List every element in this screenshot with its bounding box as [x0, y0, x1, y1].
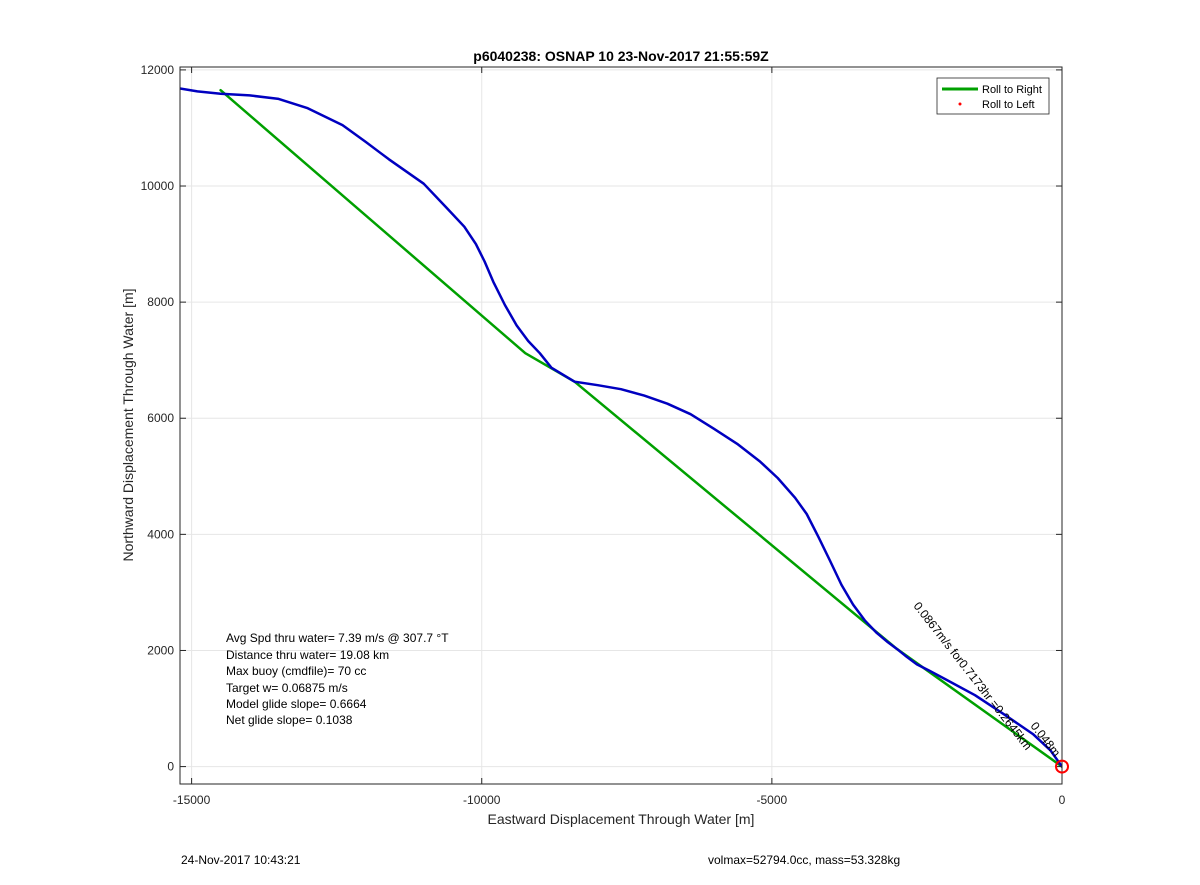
- y-tick-label: 4000: [147, 527, 174, 541]
- endpoint-marker: [1055, 759, 1069, 774]
- x-axis-label: Eastward Displacement Through Water [m]: [488, 811, 755, 827]
- x-tick-label: -5000: [757, 793, 788, 807]
- stat-target-w: Target w= 0.06875 m/s: [226, 681, 348, 695]
- y-tick-label: 2000: [147, 643, 174, 657]
- legend-label-roll-left: Roll to Left: [982, 99, 1035, 111]
- stat-model-glide: Model glide slope= 0.6664: [226, 697, 367, 711]
- series-line-track: [180, 87, 1062, 768]
- footer-volume-mass: volmax=52794.0cc, mass=53.328kg: [708, 853, 901, 867]
- y-axis-label: Northward Displacement Through Water [m]: [120, 288, 136, 561]
- x-tick-label: 0: [1059, 793, 1066, 807]
- legend: Roll to Right Roll to Left: [936, 77, 1050, 115]
- chart-title: p6040238: OSNAP 10 23-Nov-2017 21:55:59Z: [473, 48, 769, 64]
- legend-box: [936, 77, 1050, 115]
- x-tick-label: -10000: [463, 793, 501, 807]
- grid: [180, 67, 1063, 784]
- stat-avg-speed: Avg Spd thru water= 7.39 m/s @ 307.7 °T: [226, 631, 449, 645]
- legend-label-roll-right: Roll to Right: [982, 84, 1042, 96]
- y-tick-label: 10000: [141, 179, 175, 193]
- plot-box: [179, 66, 1063, 785]
- series-layer: [180, 87, 1062, 768]
- legend-dot-roll-left: [958, 102, 962, 106]
- stats-annotation: Avg Spd thru water= 7.39 m/s @ 307.7 °T …: [226, 631, 449, 727]
- footer-timestamp: 24-Nov-2017 10:43:21: [181, 853, 301, 867]
- stat-distance: Distance thru water= 19.08 km: [226, 648, 389, 662]
- y-tick-label: 0: [167, 760, 174, 774]
- y-tick-label: 6000: [147, 411, 174, 425]
- y-tick-label: 8000: [147, 295, 174, 309]
- stat-net-glide: Net glide slope= 0.1038: [226, 713, 353, 727]
- stat-max-buoy: Max buoy (cmdfile)= 70 cc: [226, 664, 366, 678]
- y-tick-label: 12000: [141, 63, 175, 77]
- ticks: -15000 -10000 -5000 0 0 2000 4000 6000 8000 10000…: [141, 63, 1066, 807]
- x-tick-label: -15000: [173, 793, 211, 807]
